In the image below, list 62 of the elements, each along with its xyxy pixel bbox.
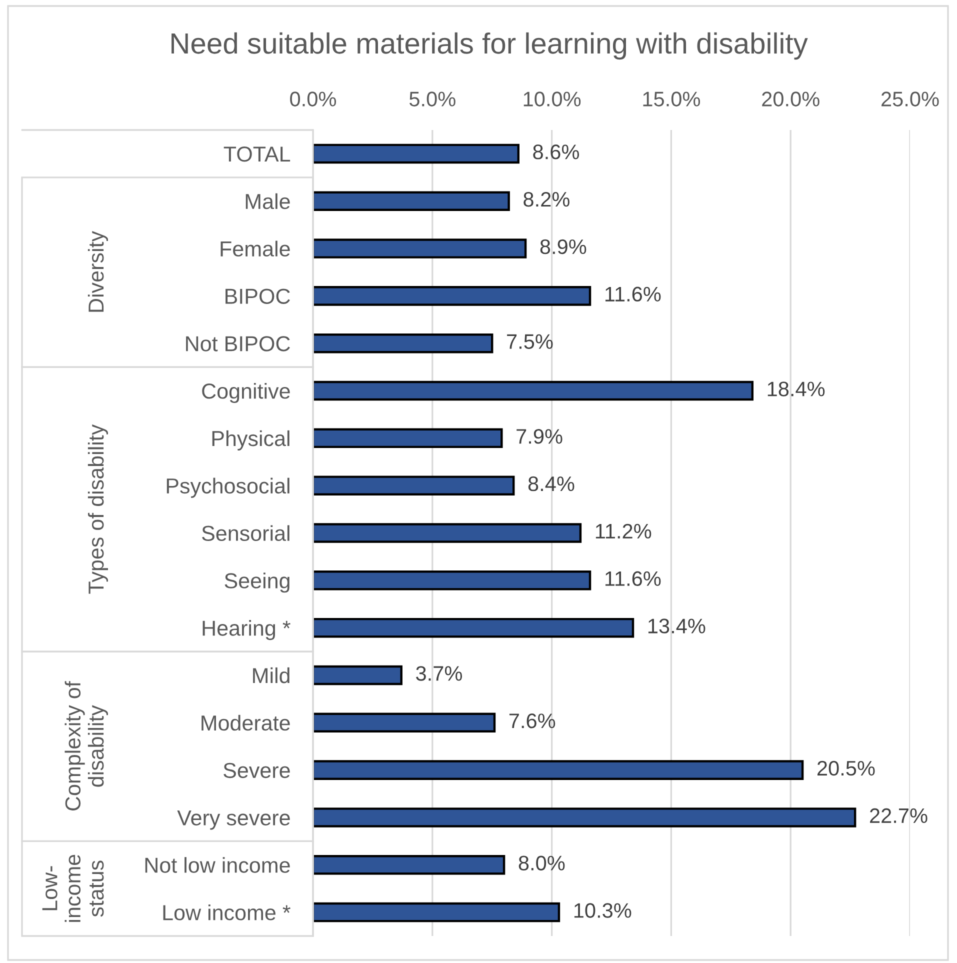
chart-title: Need suitable materials for learning with disability	[172, 32, 808, 60]
y-tick-label: Cognitive	[202, 382, 290, 404]
y-tick-label: Moderate	[202, 714, 290, 731]
y-tick-label: Low income *	[163, 904, 290, 920]
y-tick-label: Physical	[212, 430, 290, 450]
y-tick-label: Not BIPOC	[186, 336, 290, 352]
text: Low- income status	[42, 854, 104, 922]
bar	[313, 618, 634, 638]
data-label: 8.4%	[528, 476, 574, 492]
data-label: 11.6%	[605, 571, 661, 586]
bar	[313, 712, 496, 733]
y-tick-label: Psychosocial	[166, 478, 290, 498]
data-label: 8.0%	[518, 856, 565, 870]
data-label: 7.9%	[516, 429, 562, 444]
y-tick-label: Sensorial	[202, 525, 290, 542]
text: Complexity of disability	[64, 681, 108, 810]
bar	[313, 144, 520, 164]
data-label: 18.4%	[768, 382, 825, 396]
x-tick-label: 25.0%	[882, 92, 939, 106]
data-label: 7.6%	[509, 713, 556, 728]
data-label: 11.2%	[596, 524, 652, 539]
bar	[313, 855, 506, 875]
bar	[313, 191, 510, 211]
y-tick-label: Mild	[253, 667, 290, 684]
bar	[313, 665, 402, 686]
y-tick-label: BIPOC	[226, 288, 290, 304]
bar	[313, 808, 856, 828]
data-label: 10.3%	[574, 903, 632, 918]
bar	[313, 902, 560, 922]
bar	[313, 333, 494, 354]
data-label: 22.7%	[870, 808, 928, 823]
data-label: 13.4%	[648, 618, 706, 634]
x-tick-label: 0.0%	[290, 92, 336, 106]
bar	[313, 523, 582, 543]
data-label: 20.5%	[817, 760, 875, 776]
bar	[313, 476, 515, 496]
y-tick-label: Male	[246, 193, 290, 210]
bar	[313, 238, 527, 258]
data-label: 8.2%	[524, 192, 570, 207]
x-tick-label: 15.0%	[643, 92, 700, 106]
data-label: 3.7%	[416, 666, 462, 681]
x-tick-label: 10.0%	[524, 92, 581, 106]
bar	[313, 570, 592, 590]
y-tick-label: TOTAL	[224, 146, 290, 162]
data-label: 11.6%	[605, 286, 661, 302]
bar	[313, 286, 592, 306]
y-tick-label: Not low income	[145, 857, 290, 873]
y-tick-label: Hearing *	[202, 620, 290, 640]
bar	[313, 760, 804, 780]
x-tick-label: 20.0%	[762, 92, 820, 106]
y-tick-label: Seeing	[224, 572, 290, 593]
y-tick-label: Severe	[224, 762, 290, 778]
data-label: 8.6%	[533, 144, 579, 160]
text: Types of disability	[88, 424, 108, 594]
data-label: 8.9%	[540, 239, 586, 254]
text: Diversity	[88, 231, 108, 312]
y-tick-label: Female	[220, 240, 290, 257]
x-tick-label: 5.0%	[409, 92, 456, 106]
bar	[313, 428, 503, 448]
bar	[313, 380, 754, 401]
data-label: 7.5%	[507, 334, 553, 349]
y-tick-label: Very severe	[177, 810, 290, 830]
